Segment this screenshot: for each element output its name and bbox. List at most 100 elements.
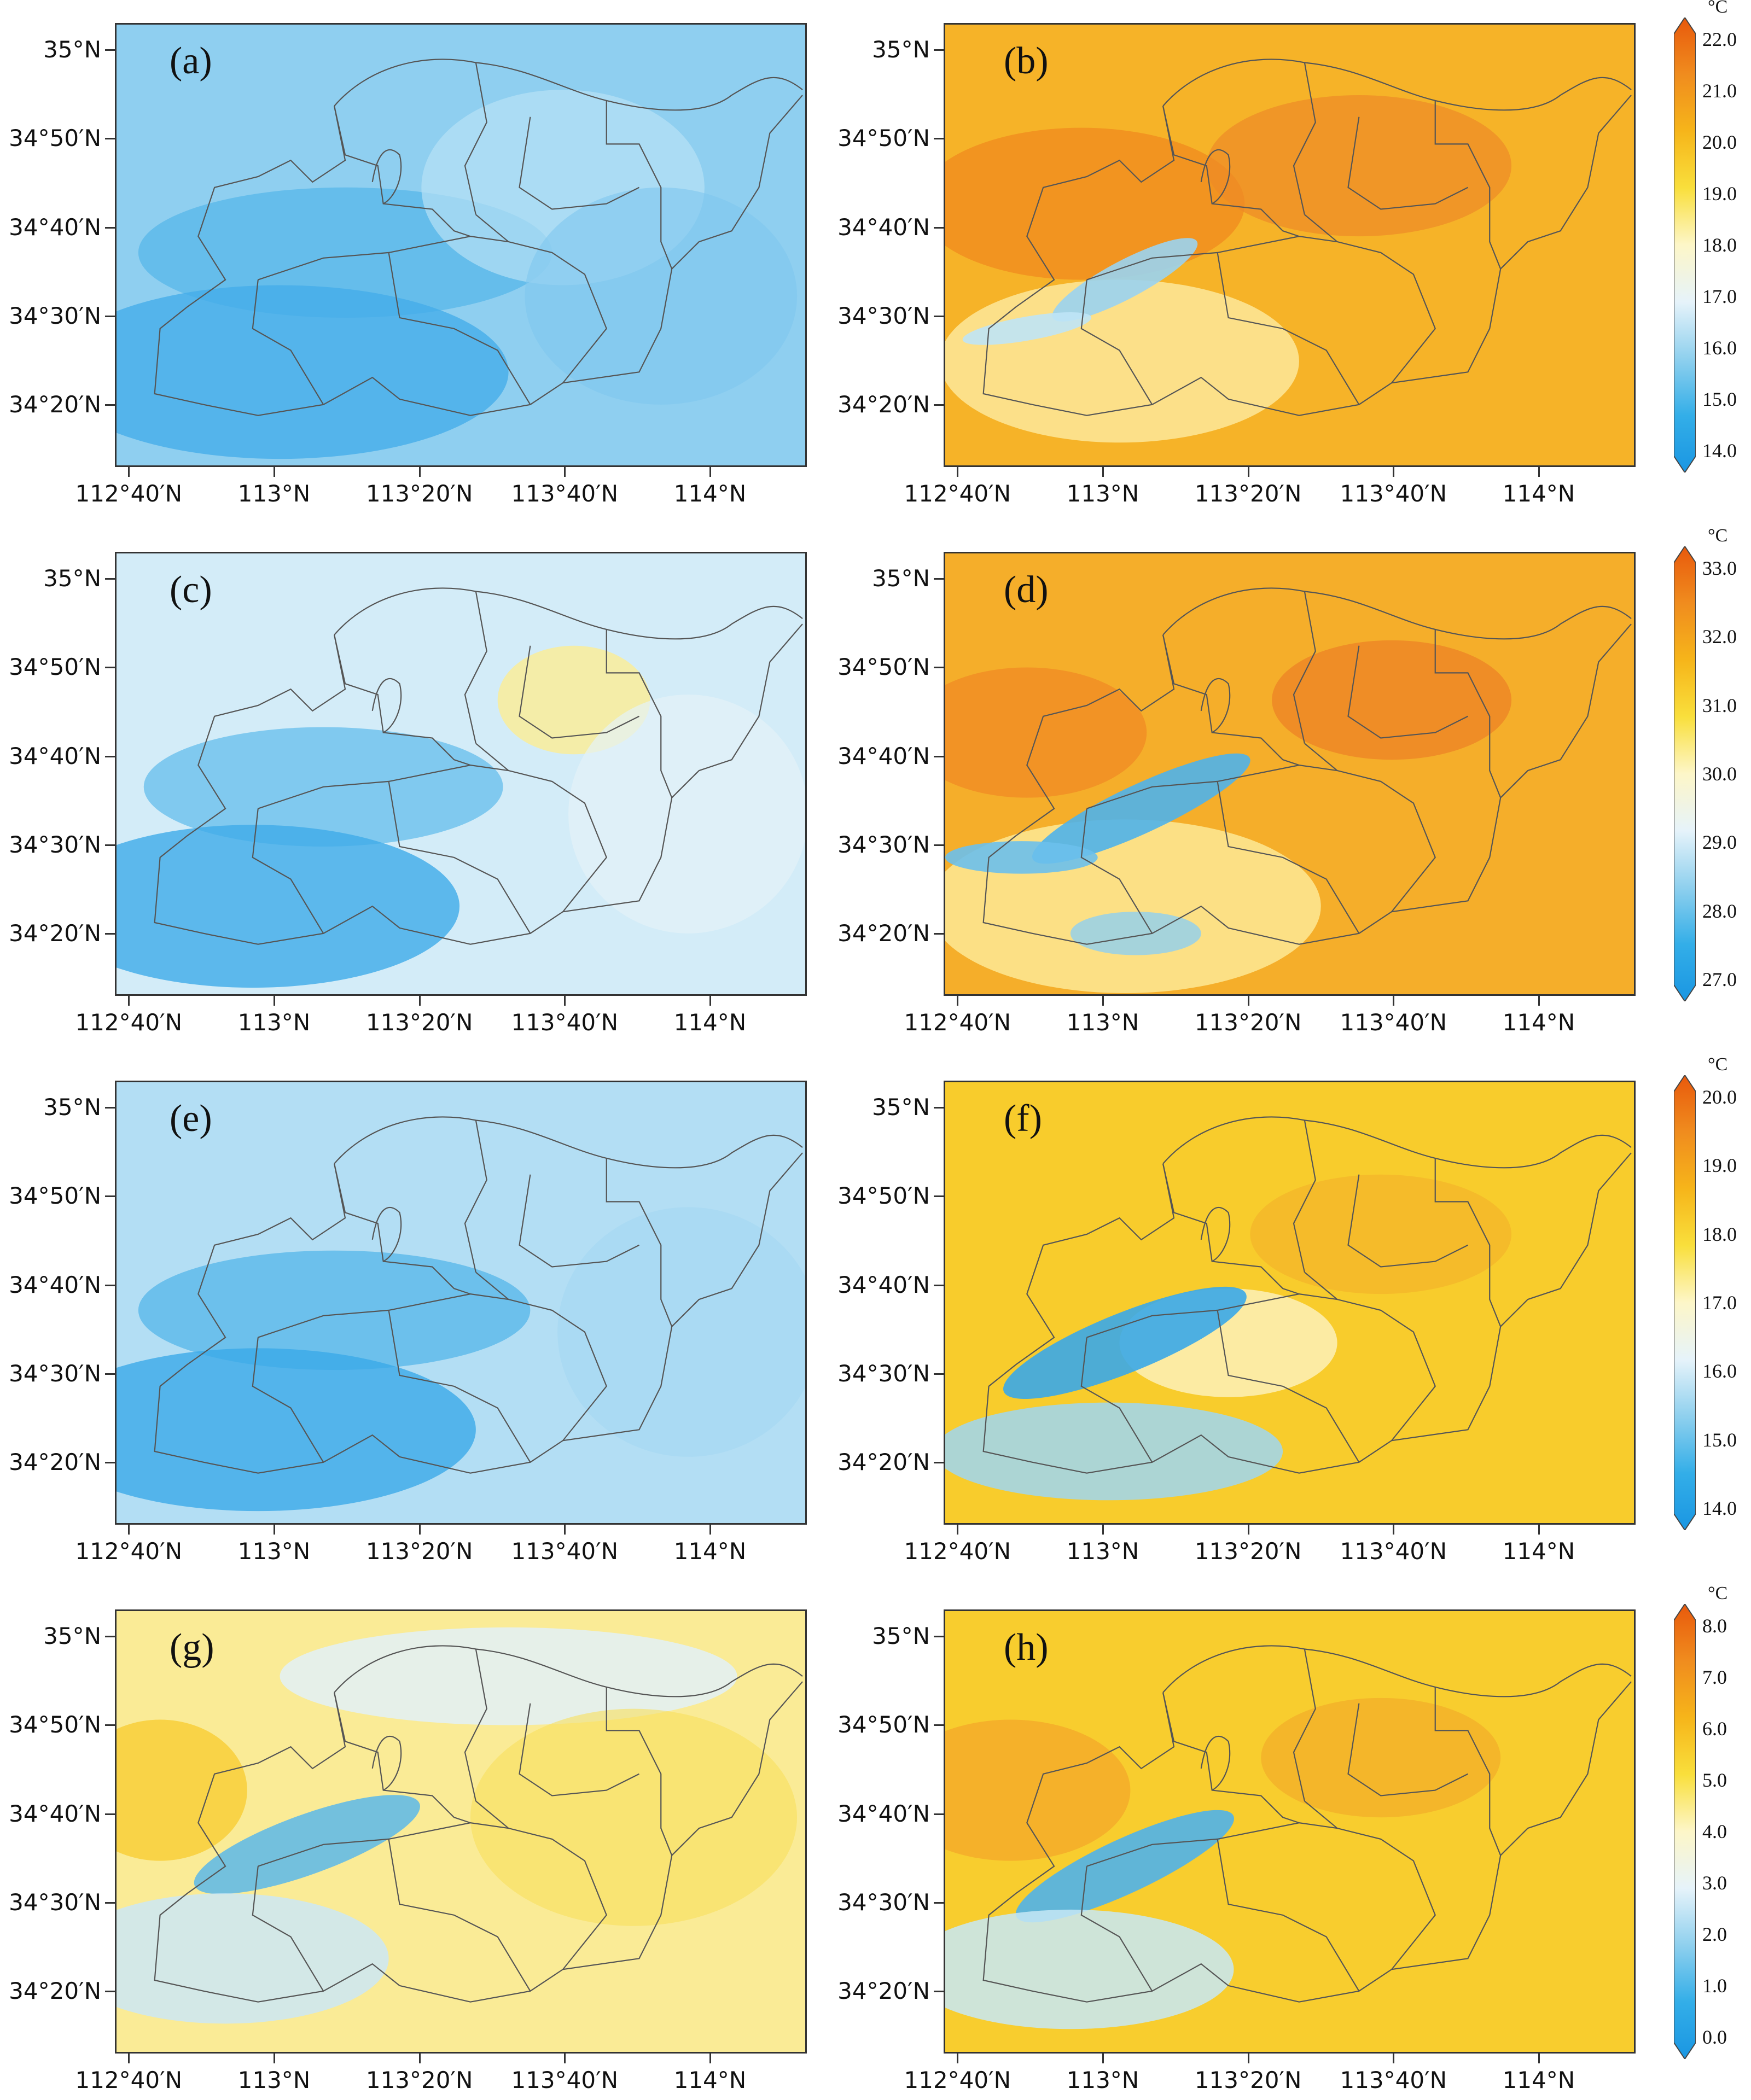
- lon-label-e-2: 113°20′N: [365, 1538, 473, 1565]
- lon-tick-e-2: [418, 1525, 421, 1535]
- lat-label-a-2: 34°40′N: [9, 213, 101, 241]
- map-h: [944, 1609, 1636, 2054]
- colorbar-tick-3-0: 8.0: [1702, 1615, 1727, 1637]
- lat-tick-c-1: [105, 667, 115, 669]
- colorbar-tick-3-7: 1.0: [1702, 1975, 1727, 1997]
- lat-label-d-2: 34°40′N: [837, 742, 930, 769]
- lon-label-g-2: 113°20′N: [365, 2067, 473, 2093]
- lat-tick-h-1: [934, 1724, 944, 1726]
- lat-label-f-4: 34°20′N: [837, 1449, 930, 1476]
- lon-label-h-3: 113°40′N: [1340, 2067, 1447, 2093]
- lat-tick-f-2: [934, 1284, 944, 1286]
- lon-tick-a-2: [418, 467, 421, 477]
- colorbar-tick-3-2: 6.0: [1702, 1718, 1727, 1740]
- lon-tick-e-4: [709, 1525, 711, 1535]
- lat-label-a-4: 34°20′N: [9, 391, 101, 418]
- lat-label-h-3: 34°30′N: [837, 1888, 930, 1916]
- lat-tick-g-4: [105, 1991, 115, 1993]
- lat-tick-a-1: [105, 138, 115, 140]
- map-c: [115, 552, 807, 996]
- lon-tick-c-4: [709, 996, 711, 1006]
- heatmap-e: [117, 1082, 805, 1523]
- lon-label-a-1: 113°N: [237, 480, 311, 507]
- colorbar-unit-2: °C: [1708, 1054, 1728, 1075]
- lon-tick-d-0: [957, 996, 959, 1006]
- colorbar-1: [1674, 546, 1696, 1001]
- lat-tick-d-0: [934, 578, 944, 580]
- map-g: [115, 1609, 807, 2054]
- lat-tick-b-4: [934, 404, 944, 406]
- panel-label-h: (h): [1004, 1626, 1049, 1669]
- colorbar-body-3: [1674, 1604, 1696, 2059]
- lon-tick-g-1: [273, 2054, 275, 2063]
- lat-tick-h-2: [934, 1813, 944, 1815]
- lon-tick-g-3: [564, 2054, 566, 2063]
- lon-label-d-4: 114°N: [1502, 1009, 1575, 1036]
- lat-label-g-3: 34°30′N: [9, 1888, 101, 1916]
- lon-tick-b-3: [1393, 467, 1395, 477]
- lon-label-d-2: 113°20′N: [1194, 1009, 1302, 1036]
- lat-label-a-0: 35°N: [43, 36, 101, 63]
- lon-tick-d-2: [1247, 996, 1249, 1006]
- colorbar-tick-2-1: 19.0: [1702, 1154, 1737, 1177]
- lat-label-b-0: 35°N: [872, 36, 930, 63]
- lat-tick-d-4: [934, 933, 944, 935]
- colorbar-tick-2-2: 18.0: [1702, 1223, 1737, 1245]
- lat-tick-g-2: [105, 1813, 115, 1815]
- lat-tick-b-1: [934, 138, 944, 140]
- lon-label-d-0: 112°40′N: [904, 1009, 1011, 1036]
- lon-tick-b-1: [1102, 467, 1104, 477]
- lat-label-f-2: 34°40′N: [837, 1271, 930, 1298]
- colorbar-tick-1-5: 28.0: [1702, 900, 1737, 922]
- lon-label-e-4: 114°N: [673, 1538, 747, 1565]
- lon-label-g-1: 113°N: [237, 2067, 311, 2093]
- lat-tick-c-2: [105, 755, 115, 757]
- lat-tick-d-1: [934, 667, 944, 669]
- colorbar-tick-0-1: 21.0: [1702, 80, 1737, 102]
- lat-label-b-1: 34°50′N: [837, 125, 930, 152]
- lon-label-f-2: 113°20′N: [1194, 1538, 1302, 1565]
- map-e: [115, 1081, 807, 1525]
- lat-label-a-1: 34°50′N: [9, 125, 101, 152]
- colorbar-unit-1: °C: [1708, 526, 1728, 546]
- heatmap-h: [945, 1611, 1634, 2052]
- lon-tick-c-2: [418, 996, 421, 1006]
- colorbar-tick-0-8: 14.0: [1702, 440, 1737, 462]
- colorbar-tick-3-8: 0.0: [1702, 2026, 1727, 2048]
- colorbar-tick-0-3: 19.0: [1702, 183, 1737, 205]
- lat-tick-c-4: [105, 933, 115, 935]
- panel-label-a: (a): [170, 40, 212, 82]
- colorbar-tick-1-4: 29.0: [1702, 831, 1737, 854]
- colorbar-2: [1674, 1075, 1696, 1530]
- lon-tick-a-0: [128, 467, 130, 477]
- lon-label-g-3: 113°40′N: [511, 2067, 619, 2093]
- map-b: [944, 23, 1636, 467]
- heatmap-c: [117, 553, 805, 994]
- lat-tick-c-3: [105, 844, 115, 846]
- lon-label-d-3: 113°40′N: [1340, 1009, 1447, 1036]
- panel-label-c: (c): [170, 569, 212, 611]
- colorbar-unit-0: °C: [1708, 0, 1728, 17]
- colorbar-tick-0-6: 16.0: [1702, 337, 1737, 359]
- lon-label-d-1: 113°N: [1066, 1009, 1139, 1036]
- lon-tick-g-0: [128, 2054, 130, 2063]
- lat-label-d-0: 35°N: [872, 564, 930, 592]
- colorbar-tick-2-0: 20.0: [1702, 1086, 1737, 1108]
- lat-label-a-3: 34°30′N: [9, 302, 101, 329]
- colorbar-tick-3-5: 3.0: [1702, 1872, 1727, 1894]
- lat-tick-a-3: [105, 315, 115, 317]
- lon-tick-g-2: [418, 2054, 421, 2063]
- lon-tick-f-0: [957, 1525, 959, 1535]
- heatmap-d: [945, 553, 1634, 994]
- heatmap-f: [945, 1082, 1634, 1523]
- colorbar-tick-2-3: 17.0: [1702, 1292, 1737, 1314]
- lat-tick-h-0: [934, 1635, 944, 1637]
- lon-tick-d-1: [1102, 996, 1104, 1006]
- colorbar-tick-3-3: 5.0: [1702, 1769, 1727, 1791]
- lon-tick-f-2: [1247, 1525, 1249, 1535]
- lon-label-b-2: 113°20′N: [1194, 480, 1302, 507]
- heatmap-g: [117, 1611, 805, 2052]
- lat-tick-a-0: [105, 49, 115, 51]
- lat-label-b-4: 34°20′N: [837, 391, 930, 418]
- lon-label-b-3: 113°40′N: [1340, 480, 1447, 507]
